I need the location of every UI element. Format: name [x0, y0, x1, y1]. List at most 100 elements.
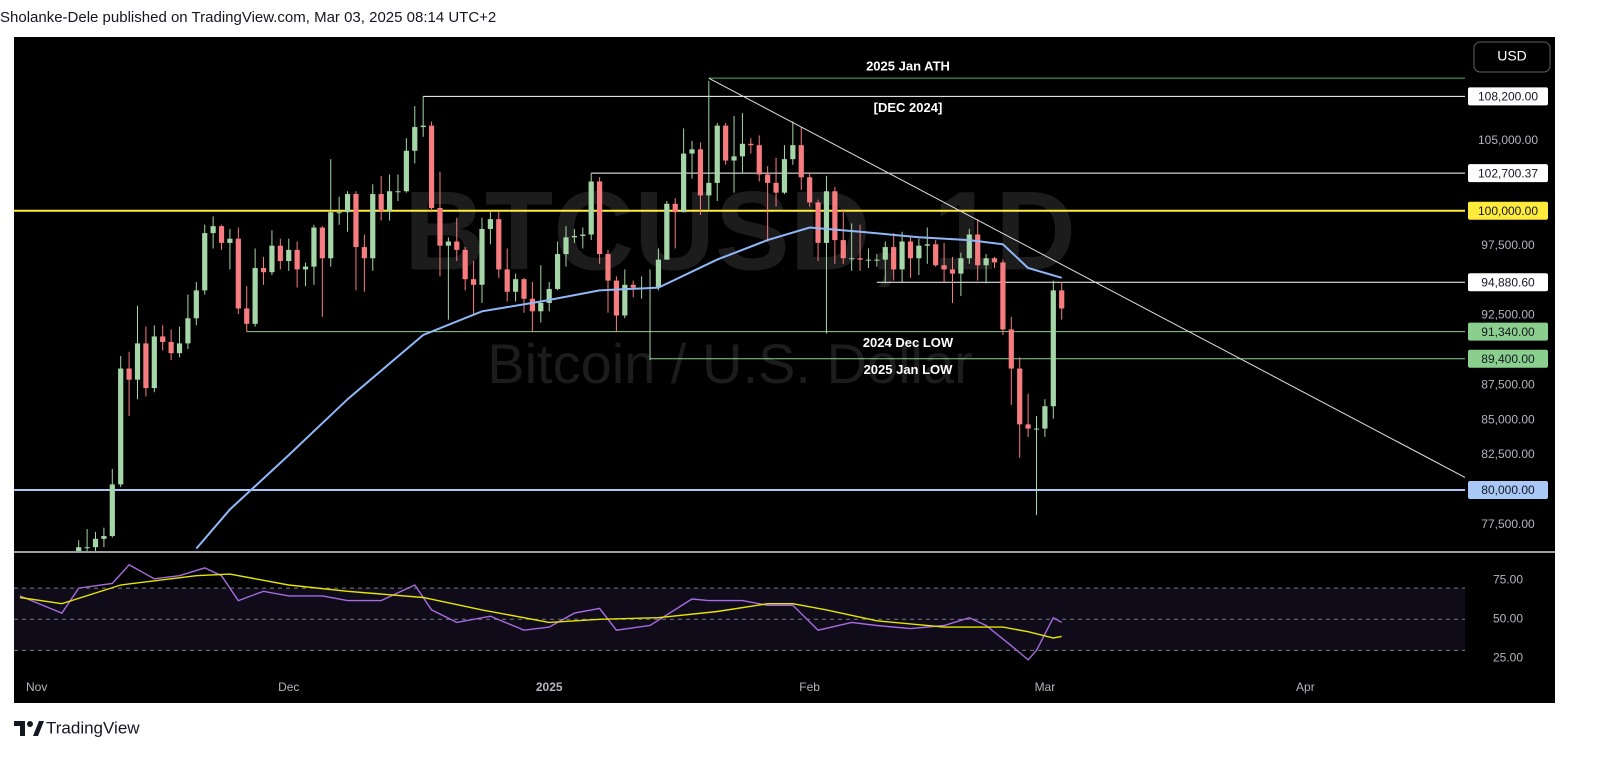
candle-body	[235, 238, 241, 309]
candle-body	[975, 234, 981, 266]
candle-body	[344, 194, 351, 213]
candle-body	[160, 336, 166, 343]
candle-body	[302, 266, 309, 270]
candle-body	[428, 125, 435, 208]
candle-body	[983, 258, 989, 266]
y-tick-label: 105,000.00	[1478, 133, 1538, 147]
x-tick-label: Mar	[1035, 680, 1056, 694]
x-tick-label: Feb	[799, 680, 820, 694]
price-label-box	[1468, 349, 1548, 368]
price-label: 108,200.00	[1478, 89, 1538, 103]
level-note: [DEC 2024]	[874, 100, 943, 115]
candle-body	[580, 234, 586, 236]
candle-body	[92, 538, 99, 548]
candle-body	[865, 259, 872, 261]
candle-body	[689, 149, 695, 154]
candle-body	[815, 202, 821, 243]
candle-body	[622, 284, 628, 316]
header-text: Sholanke-Dele published on TradingView.c…	[0, 9, 496, 26]
candle-body	[202, 233, 208, 291]
candle-body	[445, 241, 451, 246]
candle-body	[1033, 428, 1040, 430]
candle-body	[311, 227, 317, 267]
candle-body	[664, 203, 670, 260]
y-tick-label: 75.00	[1493, 573, 1523, 587]
candle-body	[109, 484, 115, 537]
candle-body	[176, 343, 183, 354]
candle-body	[756, 145, 762, 175]
candle-body	[353, 194, 359, 248]
rsi-line	[19, 563, 1063, 661]
axes: 77,500.00 82,500.00 85,000.00 87,500.00 92,5…	[26, 87, 1548, 694]
candle-body	[361, 247, 367, 259]
candle-body	[185, 318, 191, 344]
candle-body	[857, 258, 863, 260]
candle-body	[605, 254, 611, 281]
logo-shape	[14, 721, 25, 736]
candle-body	[823, 191, 830, 243]
candle-body	[807, 177, 813, 203]
candle-body	[227, 238, 233, 243]
candle-body	[403, 150, 409, 192]
candle-body	[294, 249, 300, 270]
candle-body	[781, 159, 788, 193]
candle-body	[941, 265, 947, 270]
candle-body	[336, 212, 342, 214]
candle-body	[193, 290, 199, 319]
candle-body	[1017, 368, 1023, 425]
level-note: 2025 Jan ATH	[866, 59, 950, 74]
candle-body	[1008, 329, 1014, 369]
candle-body	[714, 125, 720, 183]
candle-body	[412, 127, 418, 151]
level-note: 2024 Dec LOW	[863, 335, 954, 350]
candle-body	[218, 226, 225, 243]
price-label: 91,340.00	[1481, 325, 1535, 339]
candle-body	[739, 143, 746, 157]
price-label-box	[1468, 87, 1548, 106]
currency-button[interactable]	[1473, 41, 1551, 73]
currency-button-label[interactable]: USD	[1497, 48, 1527, 64]
watermark-name: Bitcoin / U.S. Dollar	[487, 332, 973, 395]
candle-body	[84, 547, 90, 549]
candle-body	[773, 182, 779, 193]
candle-body	[706, 182, 712, 196]
candle-body	[319, 227, 325, 259]
x-tick-label: Apr	[1296, 680, 1315, 694]
candle-body	[731, 156, 737, 161]
candle-body	[328, 212, 334, 259]
candle-body	[949, 269, 956, 274]
candle-body	[882, 247, 888, 260]
candle-body	[168, 342, 174, 354]
candle-body	[487, 219, 493, 229]
price-label: 102,700.37	[1478, 166, 1538, 180]
candle-body	[143, 343, 149, 389]
candle-body	[991, 258, 998, 263]
brand-name: TradingView	[46, 718, 140, 737]
level-note: 2025 Jan LOW	[864, 362, 954, 377]
price-label: 94,880.60	[1481, 275, 1535, 289]
price-label-box	[1468, 322, 1548, 341]
trendline	[708, 77, 1465, 478]
logo-shape	[33, 721, 44, 736]
candle-body	[420, 125, 426, 128]
price-label-box	[1468, 273, 1548, 292]
candle-body	[134, 343, 141, 380]
candle-body	[277, 245, 283, 262]
candle-body	[697, 149, 704, 196]
candle-body	[378, 194, 384, 211]
price-label: 100,000.00	[1478, 204, 1538, 218]
candle-body	[269, 245, 275, 273]
price-label-box	[1468, 164, 1548, 183]
logo-dot	[27, 721, 33, 727]
price-label: 80,000.00	[1481, 483, 1535, 497]
candle-body	[1059, 290, 1065, 309]
candle-body	[840, 240, 846, 259]
candle-body	[832, 191, 838, 241]
rsi-line	[19, 573, 1062, 639]
candle-body	[916, 245, 922, 259]
watermark-symbol: BTCUSD, 1D	[404, 169, 1076, 294]
candle-body	[597, 181, 603, 255]
y-tick-label: 77,500.00	[1481, 517, 1535, 531]
candle-body	[899, 241, 905, 270]
candle-body	[630, 284, 636, 288]
